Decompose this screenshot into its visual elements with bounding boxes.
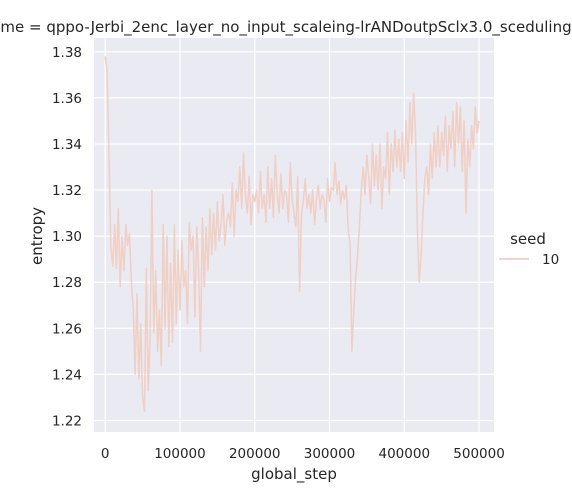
x-tick-label: 200000 <box>229 446 281 462</box>
chart-title: me = qppo-Jerbi_2enc_layer_no_input_scal… <box>0 18 571 37</box>
x-tick-labels: 0 100000 200000 300000 400000 500000 <box>101 446 505 462</box>
y-tick-label: 1.30 <box>52 229 82 245</box>
x-tick-label: 100000 <box>154 446 206 462</box>
legend: seed 10 <box>499 230 559 268</box>
y-tick-label: 1.28 <box>52 275 82 291</box>
y-tick-labels: 1.22 1.24 1.26 1.28 1.30 1.32 1.34 1.36 1.38 <box>52 45 82 430</box>
y-tick-label: 1.22 <box>52 413 82 429</box>
y-tick-label: 1.36 <box>52 91 82 107</box>
x-tick-label: 300000 <box>304 446 356 462</box>
y-tick-label: 1.24 <box>52 367 82 383</box>
x-tick-label: 0 <box>101 446 110 462</box>
legend-label-10: 10 <box>542 252 559 268</box>
y-tick-label: 1.26 <box>52 321 82 337</box>
x-tick-label: 400000 <box>379 446 431 462</box>
series-line-10 <box>104 56 480 413</box>
y-tick-label: 1.32 <box>52 183 82 199</box>
y-tick-label: 1.34 <box>52 137 82 153</box>
y-tick-label: 1.38 <box>52 45 82 61</box>
x-tick-label: 500000 <box>453 446 505 462</box>
grid-lines <box>94 38 494 432</box>
x-axis-label: global_step <box>251 465 337 484</box>
legend-title: seed <box>510 230 546 248</box>
y-axis-label: entropy <box>28 207 46 265</box>
plot-area <box>94 38 494 432</box>
